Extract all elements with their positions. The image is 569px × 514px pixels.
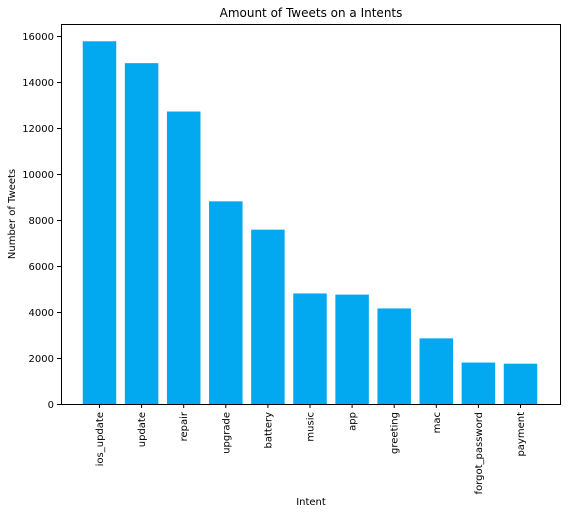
y-axis: 0 2000 4000 6000 8000 10000 12000 14000 16000 xyxy=(22,32,61,411)
bar-mac xyxy=(419,338,454,404)
y-tick-label: 10000 xyxy=(22,170,54,181)
y-tick-label: 16000 xyxy=(22,32,54,43)
x-tick-label: forgot_password xyxy=(474,412,485,494)
y-tick-label: 0 xyxy=(48,400,54,411)
x-tick-label: mac xyxy=(432,412,443,433)
bar-battery xyxy=(251,229,285,404)
bar-upgrade xyxy=(209,201,243,404)
bar-music xyxy=(293,293,327,404)
x-tick-label: upgrade xyxy=(221,412,232,454)
bar-update xyxy=(124,63,159,405)
x-tick-label: update xyxy=(137,412,148,447)
y-axis-label: Number of Tweets xyxy=(7,169,18,259)
x-axis-label: Intent xyxy=(296,497,326,508)
bar-payment xyxy=(503,363,538,404)
x-tick-label: music xyxy=(306,412,317,442)
bar-repair xyxy=(166,111,201,405)
bar-app xyxy=(335,294,369,404)
bar-ios-update xyxy=(82,41,117,405)
chart-title: Amount of Tweets on a Intents xyxy=(220,6,403,20)
x-tick-label: battery xyxy=(263,412,274,449)
y-tick-label: 12000 xyxy=(22,124,54,135)
x-tick-label: repair xyxy=(179,411,190,441)
y-tick-label: 4000 xyxy=(29,308,54,319)
x-tick-label: payment xyxy=(516,412,527,457)
x-tick-label: ios_update xyxy=(95,412,106,466)
y-tick-label: 2000 xyxy=(29,354,54,365)
bars-group xyxy=(82,41,538,405)
x-axis: ios_update update repair upgrade battery musi… xyxy=(95,404,527,494)
bar-forgot-password xyxy=(461,362,496,404)
x-tick-label: app xyxy=(348,412,359,431)
y-tick-label: 6000 xyxy=(29,262,54,273)
y-tick-label: 8000 xyxy=(29,216,54,227)
bar-greeting xyxy=(377,308,411,404)
x-tick-label: greeting xyxy=(390,412,401,454)
y-tick-label: 14000 xyxy=(22,78,54,89)
